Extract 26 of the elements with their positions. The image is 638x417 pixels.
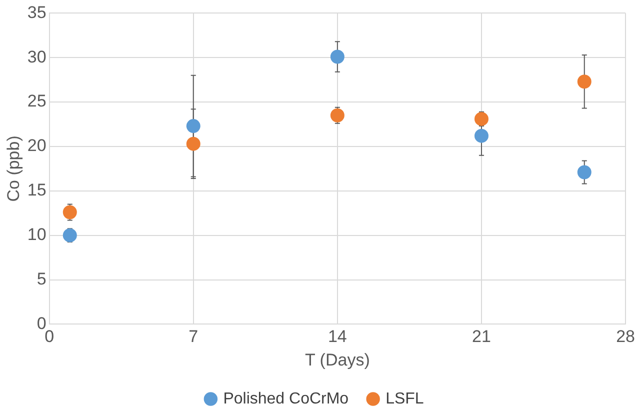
x-tick-label: 21 [472, 327, 491, 346]
y-axis-title: Co (ppb) [4, 136, 23, 202]
legend-label: Polished CoCrMo [223, 390, 349, 408]
y-tick-label: 35 [27, 2, 46, 22]
point [186, 136, 200, 151]
y-tick-label: 25 [27, 92, 46, 111]
legend-label: LSFL [386, 390, 424, 408]
x-tick-label: 28 [616, 327, 636, 346]
point [474, 112, 488, 126]
point [577, 74, 592, 89]
x-tick-label: 7 [188, 327, 198, 346]
y-tick-label: 20 [27, 136, 46, 156]
x-tick-label: 14 [328, 327, 347, 346]
point [330, 108, 344, 122]
point [474, 128, 488, 143]
x-axis-title: T (Days) [305, 350, 370, 370]
y-tick-label: 0 [36, 314, 46, 333]
y-tick-label: 10 [27, 225, 46, 244]
point [62, 228, 77, 242]
y-tick-label: 5 [36, 269, 46, 288]
point [186, 119, 200, 134]
point [62, 205, 77, 220]
point [330, 50, 344, 64]
point [577, 165, 592, 180]
y-tick-label: 15 [27, 180, 46, 200]
y-tick-label: 30 [27, 47, 46, 66]
